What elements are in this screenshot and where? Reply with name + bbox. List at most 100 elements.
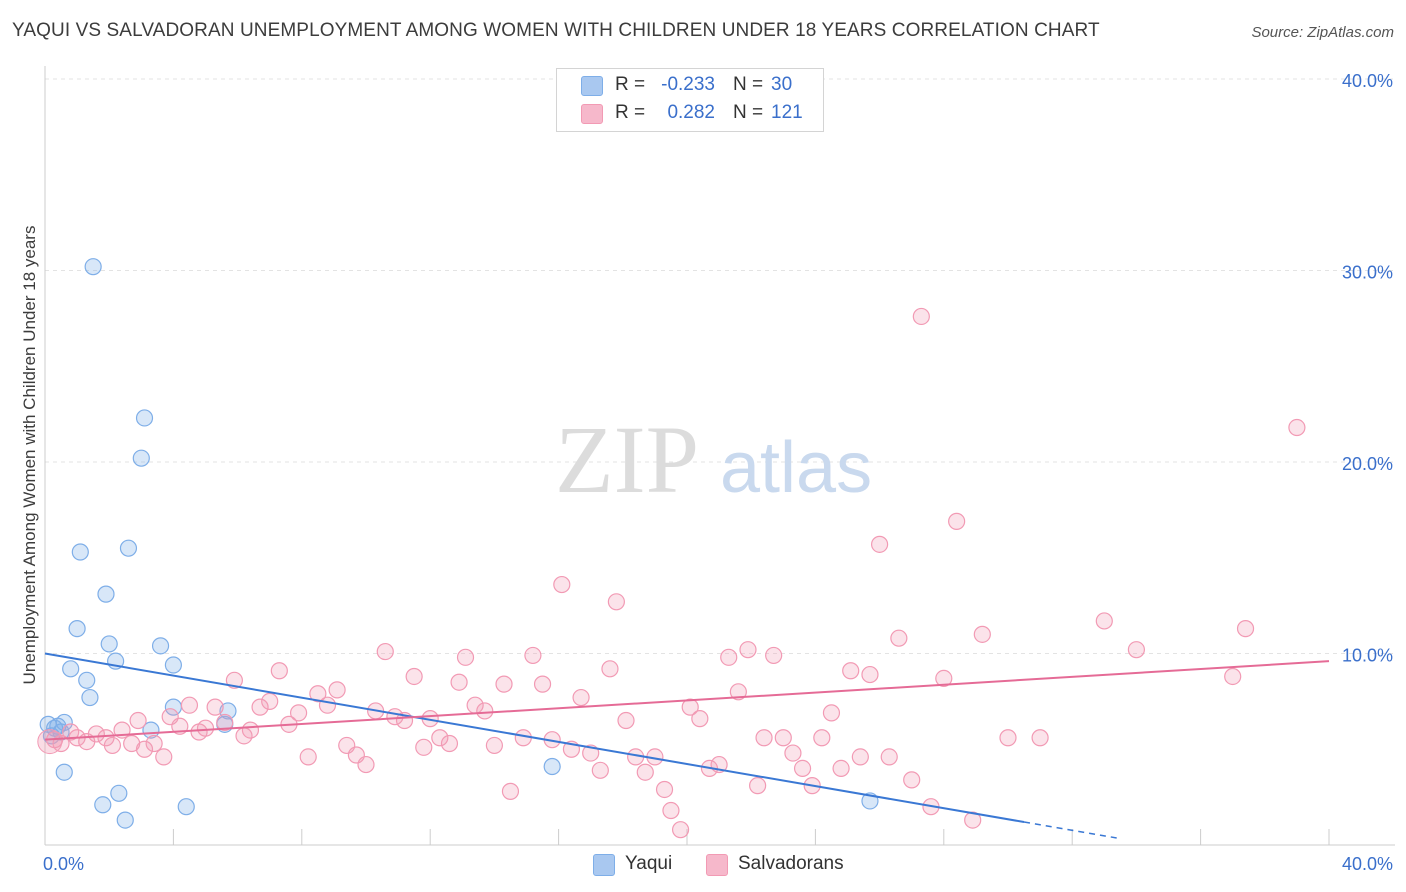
legend-r-value: -0.233	[661, 74, 715, 95]
salvadorans-point	[601, 660, 619, 678]
chart-title: YAQUI VS SALVADORAN UNEMPLOYMENT AMONG W…	[12, 20, 1100, 41]
salvadorans-point	[890, 629, 908, 647]
yaqui-point	[55, 763, 73, 781]
salvadorans-point	[318, 696, 337, 714]
yaqui-point	[132, 449, 150, 467]
salvadorans-point	[572, 688, 590, 707]
y-tick-label: 20.0%	[1342, 454, 1393, 474]
salvadorans-point	[289, 704, 308, 722]
salvadorans-point	[431, 729, 449, 747]
salvadorans-point	[729, 683, 747, 701]
yaqui-point	[151, 637, 170, 655]
salvadorans-point	[180, 696, 199, 714]
salvadorans-point	[524, 646, 542, 665]
yaqui-point	[68, 620, 86, 638]
legend-row-yaqui: R = -0.233 N = 30	[557, 72, 823, 100]
legend-n-value: 30	[771, 74, 793, 95]
salvadorans-point	[973, 625, 991, 643]
salvadorans-point	[196, 719, 215, 737]
salvadorans-point	[241, 721, 260, 739]
yaqui-point	[78, 671, 96, 689]
salvadorans-point	[415, 738, 433, 756]
salvadorans-point	[739, 641, 757, 659]
salvadorans-point	[485, 736, 503, 755]
salvadorans-point	[309, 685, 327, 703]
salvadorans-point	[691, 710, 709, 728]
salvadorans-point	[225, 671, 243, 689]
yaqui-point	[110, 784, 128, 802]
salvadorans-point	[405, 667, 423, 686]
salvadorans-point	[720, 648, 738, 666]
salvadorans-point	[822, 704, 841, 722]
salvadorans-point	[103, 736, 122, 755]
legend-r-value: 0.282	[667, 102, 715, 123]
salvadorans-point	[216, 713, 234, 732]
legend-n-value: 121	[771, 102, 803, 123]
salvadorans-point	[1031, 729, 1049, 747]
yaqui-point	[71, 543, 89, 561]
salvadorans-point	[681, 698, 699, 716]
salvadorans-point	[1127, 641, 1146, 659]
salvadorans-point	[912, 307, 930, 326]
bottom-legend-label: Salvadorans	[738, 853, 844, 874]
salvadorans-point	[129, 711, 147, 730]
salvadorans-point	[1288, 418, 1306, 437]
yaqui-point	[164, 656, 182, 674]
salvadorans-point	[903, 771, 921, 789]
watermark-atlas: atlas	[720, 428, 872, 508]
salvadorans-point	[501, 782, 520, 800]
grid-lines	[45, 78, 1395, 654]
x-tick-label: 0.0%	[43, 854, 84, 874]
legend-row-salvadorans: R = 0.282 N = 121	[557, 100, 823, 128]
yaqui-point	[177, 798, 195, 816]
salvadorans-point	[636, 763, 654, 781]
salvadorans-point	[964, 811, 982, 829]
salvadorans-point	[793, 759, 812, 778]
axes	[44, 66, 1395, 846]
salvadorans-point	[851, 748, 869, 766]
yaqui-point	[543, 757, 561, 776]
salvadorans-point	[765, 646, 783, 665]
salvadorans-point	[861, 665, 879, 684]
y-tick-label: 10.0%	[1342, 646, 1393, 666]
yaqui-point	[116, 811, 134, 829]
bottom-legend-swatch-salvadorans	[706, 854, 728, 876]
trend-lines	[44, 652, 1330, 840]
salvadorans-point	[261, 692, 279, 710]
legend-r-label: R =	[615, 74, 646, 95]
yaqui-point	[97, 585, 115, 603]
y-axis-label: Unemployment Among Women with Children U…	[20, 226, 39, 685]
salvadorans-point	[1095, 612, 1113, 630]
yaqui-points	[39, 258, 879, 829]
salvadorans-point	[376, 642, 394, 661]
x-tick-label: 40.0%	[1342, 854, 1393, 874]
salvadorans-point	[935, 669, 953, 687]
legend-r-label: R =	[615, 102, 646, 123]
salvadorans-point	[206, 698, 224, 716]
bottom-legend-swatch-yaqui	[593, 854, 615, 876]
salvadorans-point	[495, 675, 513, 693]
yaqui-trend-extension	[1023, 821, 1121, 840]
bottom-legend-label: Yaqui	[625, 853, 673, 874]
salvadorans-point	[784, 744, 802, 762]
yaqui-point	[62, 660, 80, 678]
y-tick-label: 30.0%	[1342, 263, 1393, 283]
salvadorans-point	[553, 575, 571, 594]
salvadorans-point	[87, 725, 105, 743]
legend-swatch-salvadorans	[581, 104, 603, 124]
salvadorans-point	[1236, 620, 1255, 638]
watermark-zip: ZIP	[555, 406, 699, 513]
source-credit: Source: ZipAtlas.com	[1251, 24, 1394, 41]
yaqui-point	[94, 796, 112, 814]
salvadorans-point	[299, 748, 317, 766]
bottom-legend: Yaqui Salvadorans	[0, 852, 1406, 878]
tick-labels: 10.0% 20.0% 30.0% 40.0% 0.0% 40.0%	[43, 71, 1393, 874]
legend-box: R = -0.233 N = 30 R = 0.282 N = 121	[556, 68, 824, 132]
salvadorans-point	[655, 780, 674, 799]
yaqui-point	[100, 635, 118, 653]
salvadorans-point	[1224, 667, 1242, 686]
salvadorans-point	[62, 723, 80, 741]
salvadorans-trend-line	[44, 660, 1330, 741]
yaqui-point	[81, 688, 99, 707]
